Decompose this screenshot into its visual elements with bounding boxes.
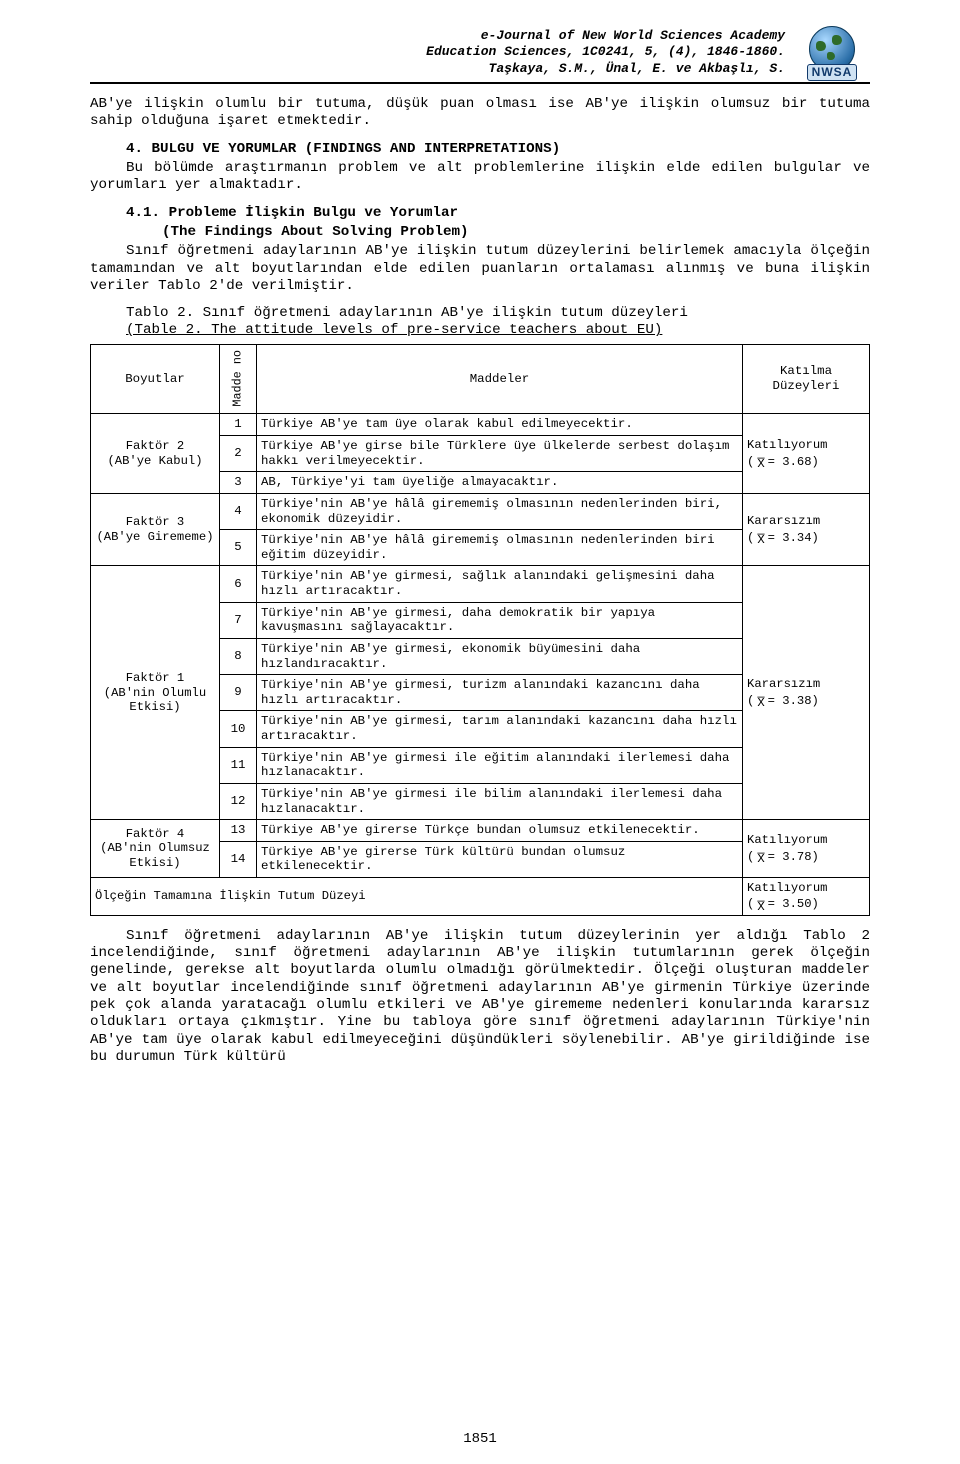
col-maddeler: Maddeler <box>257 344 743 414</box>
subsection-41-heading: 4.1. Probleme İlişkin Bulgu ve Yorumlar <box>126 205 870 222</box>
logo-abbr: NWSA <box>807 64 858 81</box>
header-line-3: Taşkaya, S.M., Ünal, E. ve Akbaşlı, S. <box>90 61 785 77</box>
madde-no-cell: 8 <box>220 638 257 674</box>
madde-no-cell: 2 <box>220 436 257 472</box>
madde-no-cell: 3 <box>220 472 257 494</box>
page-number: 1851 <box>0 1431 960 1448</box>
table-caption-1: Tablo 2. Sınıf öğretmeni adaylarının AB'… <box>90 305 870 322</box>
madde-text-cell: AB, Türkiye'yi tam üyeliğe almayacaktır. <box>257 472 743 494</box>
header-line-2: Education Sciences, 1C0241, 5, (4), 1846… <box>90 44 785 60</box>
subsection-41-sub: (The Findings About Solving Problem) <box>162 224 870 241</box>
subsection-41-body: Sınıf öğretmeni adaylarının AB'ye ilişki… <box>90 243 870 295</box>
katilma-cell: Kararsızım(—X = 3.38) <box>743 566 870 820</box>
running-header: e-Journal of New World Sciences Academy … <box>90 28 870 84</box>
madde-text-cell: Türkiye'nin AB'ye girmesi, tarım alanınd… <box>257 711 743 747</box>
intro-paragraph: AB'ye ilişkin olumlu bir tutuma, düşük p… <box>90 96 870 131</box>
madde-no-cell: 7 <box>220 602 257 638</box>
journal-logo-icon: NWSA <box>793 26 870 82</box>
madde-text-cell: Türkiye'nin AB'ye hâlâ girememiş olmasın… <box>257 493 743 529</box>
boyut-cell: Faktör 1(AB'nin Olumlu Etkisi) <box>91 566 220 820</box>
col-katilma: Katılma Düzeyleri <box>743 344 870 414</box>
madde-no-cell: 6 <box>220 566 257 602</box>
total-label-cell: Ölçeğin Tamamına İlişkin Tutum Düzeyi <box>91 878 743 916</box>
katilma-cell: Katılıyorum(—X = 3.68) <box>743 414 870 494</box>
col-boyutlar: Boyutlar <box>91 344 220 414</box>
madde-text-cell: Türkiye AB'ye tam üye olarak kabul edilm… <box>257 414 743 436</box>
table-caption-2: (Table 2. The attitude levels of pre-ser… <box>90 322 870 339</box>
madde-text-cell: Türkiye'nin AB'ye hâlâ girememiş olmasın… <box>257 530 743 566</box>
page: e-Journal of New World Sciences Academy … <box>0 0 960 1464</box>
madde-text-cell: Türkiye AB'ye girse bile Türklere üye ül… <box>257 436 743 472</box>
madde-no-cell: 11 <box>220 747 257 783</box>
attitude-table: Boyutlar Madde no Maddeler Katılma Düzey… <box>90 344 870 916</box>
table-row: Faktör 4(AB'nin Olumsuz Etkisi)13Türkiye… <box>91 820 870 842</box>
madde-text-cell: Türkiye AB'ye girerse Türkçe bundan olum… <box>257 820 743 842</box>
madde-no-cell: 10 <box>220 711 257 747</box>
table-row: Faktör 3(AB'ye Girememe)4Türkiye'nin AB'… <box>91 493 870 529</box>
madde-text-cell: Türkiye'nin AB'ye girmesi, turizm alanın… <box>257 675 743 711</box>
boyut-cell: Faktör 2(AB'ye Kabul) <box>91 414 220 494</box>
madde-text-cell: Türkiye'nin AB'ye girmesi, sağlık alanın… <box>257 566 743 602</box>
madde-text-cell: Türkiye'nin AB'ye girmesi, daha demokrat… <box>257 602 743 638</box>
madde-text-cell: Türkiye AB'ye girerse Türk kültürü bunda… <box>257 841 743 877</box>
katilma-cell: Katılıyorum(—X = 3.78) <box>743 820 870 878</box>
madde-no-cell: 12 <box>220 783 257 819</box>
table-total-row: Ölçeğin Tamamına İlişkin Tutum DüzeyiKat… <box>91 878 870 916</box>
madde-no-cell: 14 <box>220 841 257 877</box>
table-2: Boyutlar Madde no Maddeler Katılma Düzey… <box>90 344 870 916</box>
header-text: e-Journal of New World Sciences Academy … <box>90 28 791 77</box>
col-madde-no: Madde no <box>220 344 257 414</box>
katilma-cell: Kararsızım(—X = 3.34) <box>743 493 870 566</box>
section-4-heading: 4. BULGU VE YORUMLAR (FINDINGS AND INTER… <box>126 141 870 158</box>
boyut-cell: Faktör 3(AB'ye Girememe) <box>91 493 220 566</box>
madde-no-cell: 4 <box>220 493 257 529</box>
madde-no-cell: 9 <box>220 675 257 711</box>
madde-text-cell: Türkiye'nin AB'ye girmesi ile eğitim ala… <box>257 747 743 783</box>
closing-paragraph: Sınıf öğretmeni adaylarının AB'ye ilişki… <box>90 928 870 1067</box>
header-line-1: e-Journal of New World Sciences Academy <box>90 28 785 44</box>
table-row: Faktör 2(AB'ye Kabul)1Türkiye AB'ye tam … <box>91 414 870 436</box>
table-header-row: Boyutlar Madde no Maddeler Katılma Düzey… <box>91 344 870 414</box>
madde-no-cell: 13 <box>220 820 257 842</box>
madde-no-cell: 5 <box>220 530 257 566</box>
boyut-cell: Faktör 4(AB'nin Olumsuz Etkisi) <box>91 820 220 878</box>
katilma-cell: Katılıyorum(—X = 3.50) <box>743 878 870 916</box>
table-row: Faktör 1(AB'nin Olumlu Etkisi)6Türkiye'n… <box>91 566 870 602</box>
madde-no-cell: 1 <box>220 414 257 436</box>
section-4-body: Bu bölümde araştırmanın problem ve alt p… <box>90 160 870 195</box>
madde-text-cell: Türkiye'nin AB'ye girmesi ile bilim alan… <box>257 783 743 819</box>
madde-text-cell: Türkiye'nin AB'ye girmesi, ekonomik büyü… <box>257 638 743 674</box>
